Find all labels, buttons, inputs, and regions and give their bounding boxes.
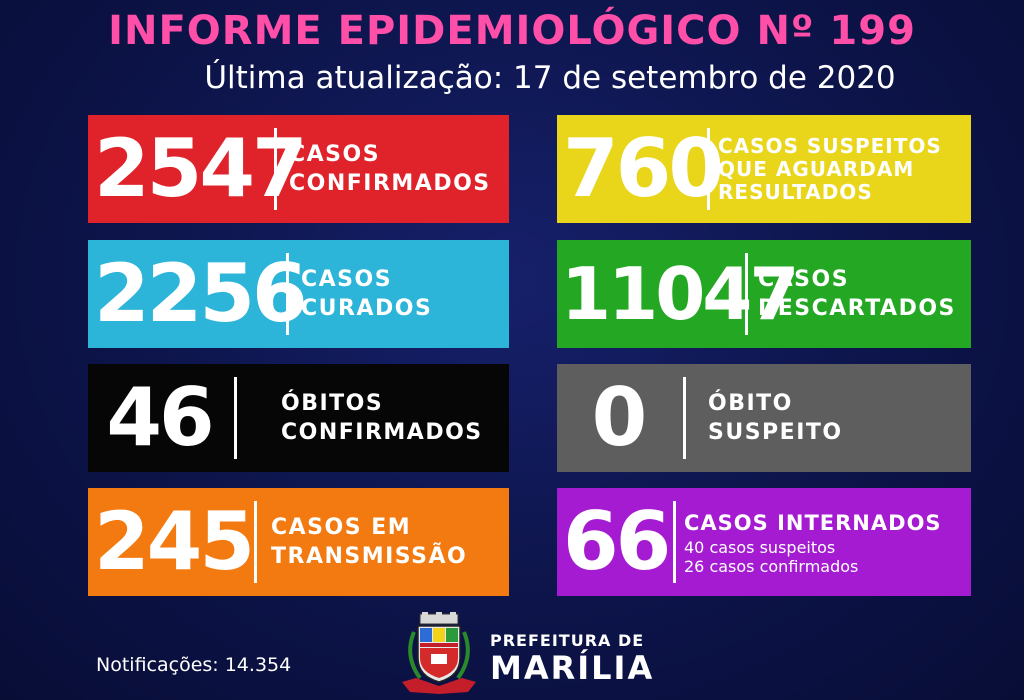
card-recovered-cases: 2256 CASOS CURADOS	[88, 240, 509, 348]
discarded-cases-label: CASOS DESCARTADOS	[758, 267, 956, 321]
last-update: Última atualização: 17 de setembro de 20…	[204, 60, 896, 96]
recovered-cases-label: CASOS CURADOS	[301, 267, 433, 321]
hospitalized-suspected: 40 casos suspeitos	[684, 537, 836, 557]
confirmed-deaths-label: ÓBITOS CONFIRMADOS	[281, 391, 483, 445]
card-transmission-cases: 245 CASOS EM TRANSMISSÃO	[88, 488, 509, 596]
suspected-awaiting-label: CASOS SUSPEITOS QUE AGUARDAM RESULTADOS	[718, 133, 942, 204]
card-discarded-cases: 11047 CASOS DESCARTADOS	[557, 240, 971, 348]
card-confirmed-cases: 2547 CASOS CONFIRMADOS	[88, 115, 509, 223]
divider	[274, 128, 277, 210]
suspected-death-label: ÓBITO SUSPEITO	[708, 391, 843, 445]
suspected-awaiting-value: 760	[563, 122, 724, 215]
card-suspected-awaiting: 760 CASOS SUSPEITOS QUE AGUARDAM RESULTA…	[557, 115, 971, 223]
divider	[234, 377, 237, 459]
city-crest-icon	[402, 612, 476, 694]
divider	[254, 501, 257, 583]
report-title: INFORME EPIDEMIOLÓGICO Nº 199	[108, 8, 916, 54]
confirmed-cases-value: 2547	[94, 122, 308, 215]
card-hospitalized-cases: 66 CASOS INTERNADOS 40 casos suspeitos 2…	[557, 488, 971, 596]
suspected-death-value: 0	[591, 371, 648, 464]
city-name: MARÍLIA	[490, 649, 655, 687]
hospitalized-cases-value: 66	[563, 495, 671, 588]
discarded-cases-value: 11047	[561, 252, 800, 336]
transmission-cases-label: CASOS EM TRANSMISSÃO	[271, 515, 468, 569]
card-confirmed-deaths: 46 ÓBITOS CONFIRMADOS	[88, 364, 509, 472]
transmission-cases-value: 245	[94, 495, 255, 588]
hospitalized-confirmed: 26 casos confirmados	[684, 556, 859, 576]
divider	[683, 377, 686, 459]
divider	[286, 253, 289, 335]
card-suspected-death: 0 ÓBITO SUSPEITO	[557, 364, 971, 472]
confirmed-cases-label: CASOS CONFIRMADOS	[289, 142, 491, 196]
prefeitura-label: PREFEITURA DE	[490, 631, 645, 650]
divider	[707, 128, 710, 210]
confirmed-deaths-value: 46	[106, 371, 214, 464]
recovered-cases-value: 2256	[94, 247, 308, 340]
divider	[673, 501, 676, 583]
divider	[745, 253, 748, 335]
notifications-count: Notificações: 14.354	[96, 654, 292, 676]
hospitalized-cases-label: CASOS INTERNADOS 40 casos suspeitos 26 c…	[684, 510, 942, 576]
